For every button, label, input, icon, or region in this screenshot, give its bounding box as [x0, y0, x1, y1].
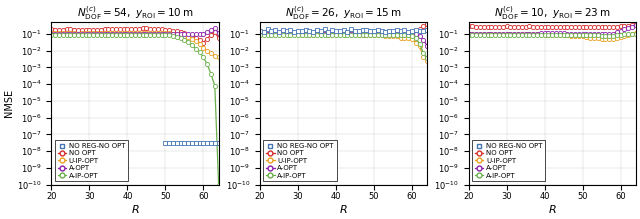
- Title: $N_{\mathrm{DOF}}^{(c)} = 10,\ y_{\mathrm{ROI}} = 23\,\mathrm{m}$: $N_{\mathrm{DOF}}^{(c)} = 10,\ y_{\mathr…: [494, 4, 611, 22]
- X-axis label: $R$: $R$: [339, 203, 348, 215]
- Legend: NO REG-NO OPT, NO OPT, U-IP-OPT, A-OPT, A-IP-OPT: NO REG-NO OPT, NO OPT, U-IP-OPT, A-OPT, …: [55, 140, 128, 181]
- Y-axis label: NMSE: NMSE: [4, 89, 14, 118]
- Legend: NO REG-NO OPT, NO OPT, U-IP-OPT, A-OPT, A-IP-OPT: NO REG-NO OPT, NO OPT, U-IP-OPT, A-OPT, …: [264, 140, 337, 181]
- Legend: NO REG-NO OPT, NO OPT, U-IP-OPT, A-OPT, A-IP-OPT: NO REG-NO OPT, NO OPT, U-IP-OPT, A-OPT, …: [472, 140, 545, 181]
- X-axis label: $R$: $R$: [548, 203, 557, 215]
- Title: $N_{\mathrm{DOF}}^{(c)} = 54,\ y_{\mathrm{ROI}} = 10\,\mathrm{m}$: $N_{\mathrm{DOF}}^{(c)} = 54,\ y_{\mathr…: [77, 4, 193, 22]
- X-axis label: $R$: $R$: [131, 203, 140, 215]
- Title: $N_{\mathrm{DOF}}^{(c)} = 26,\ y_{\mathrm{ROI}} = 15\,\mathrm{m}$: $N_{\mathrm{DOF}}^{(c)} = 26,\ y_{\mathr…: [285, 4, 402, 22]
